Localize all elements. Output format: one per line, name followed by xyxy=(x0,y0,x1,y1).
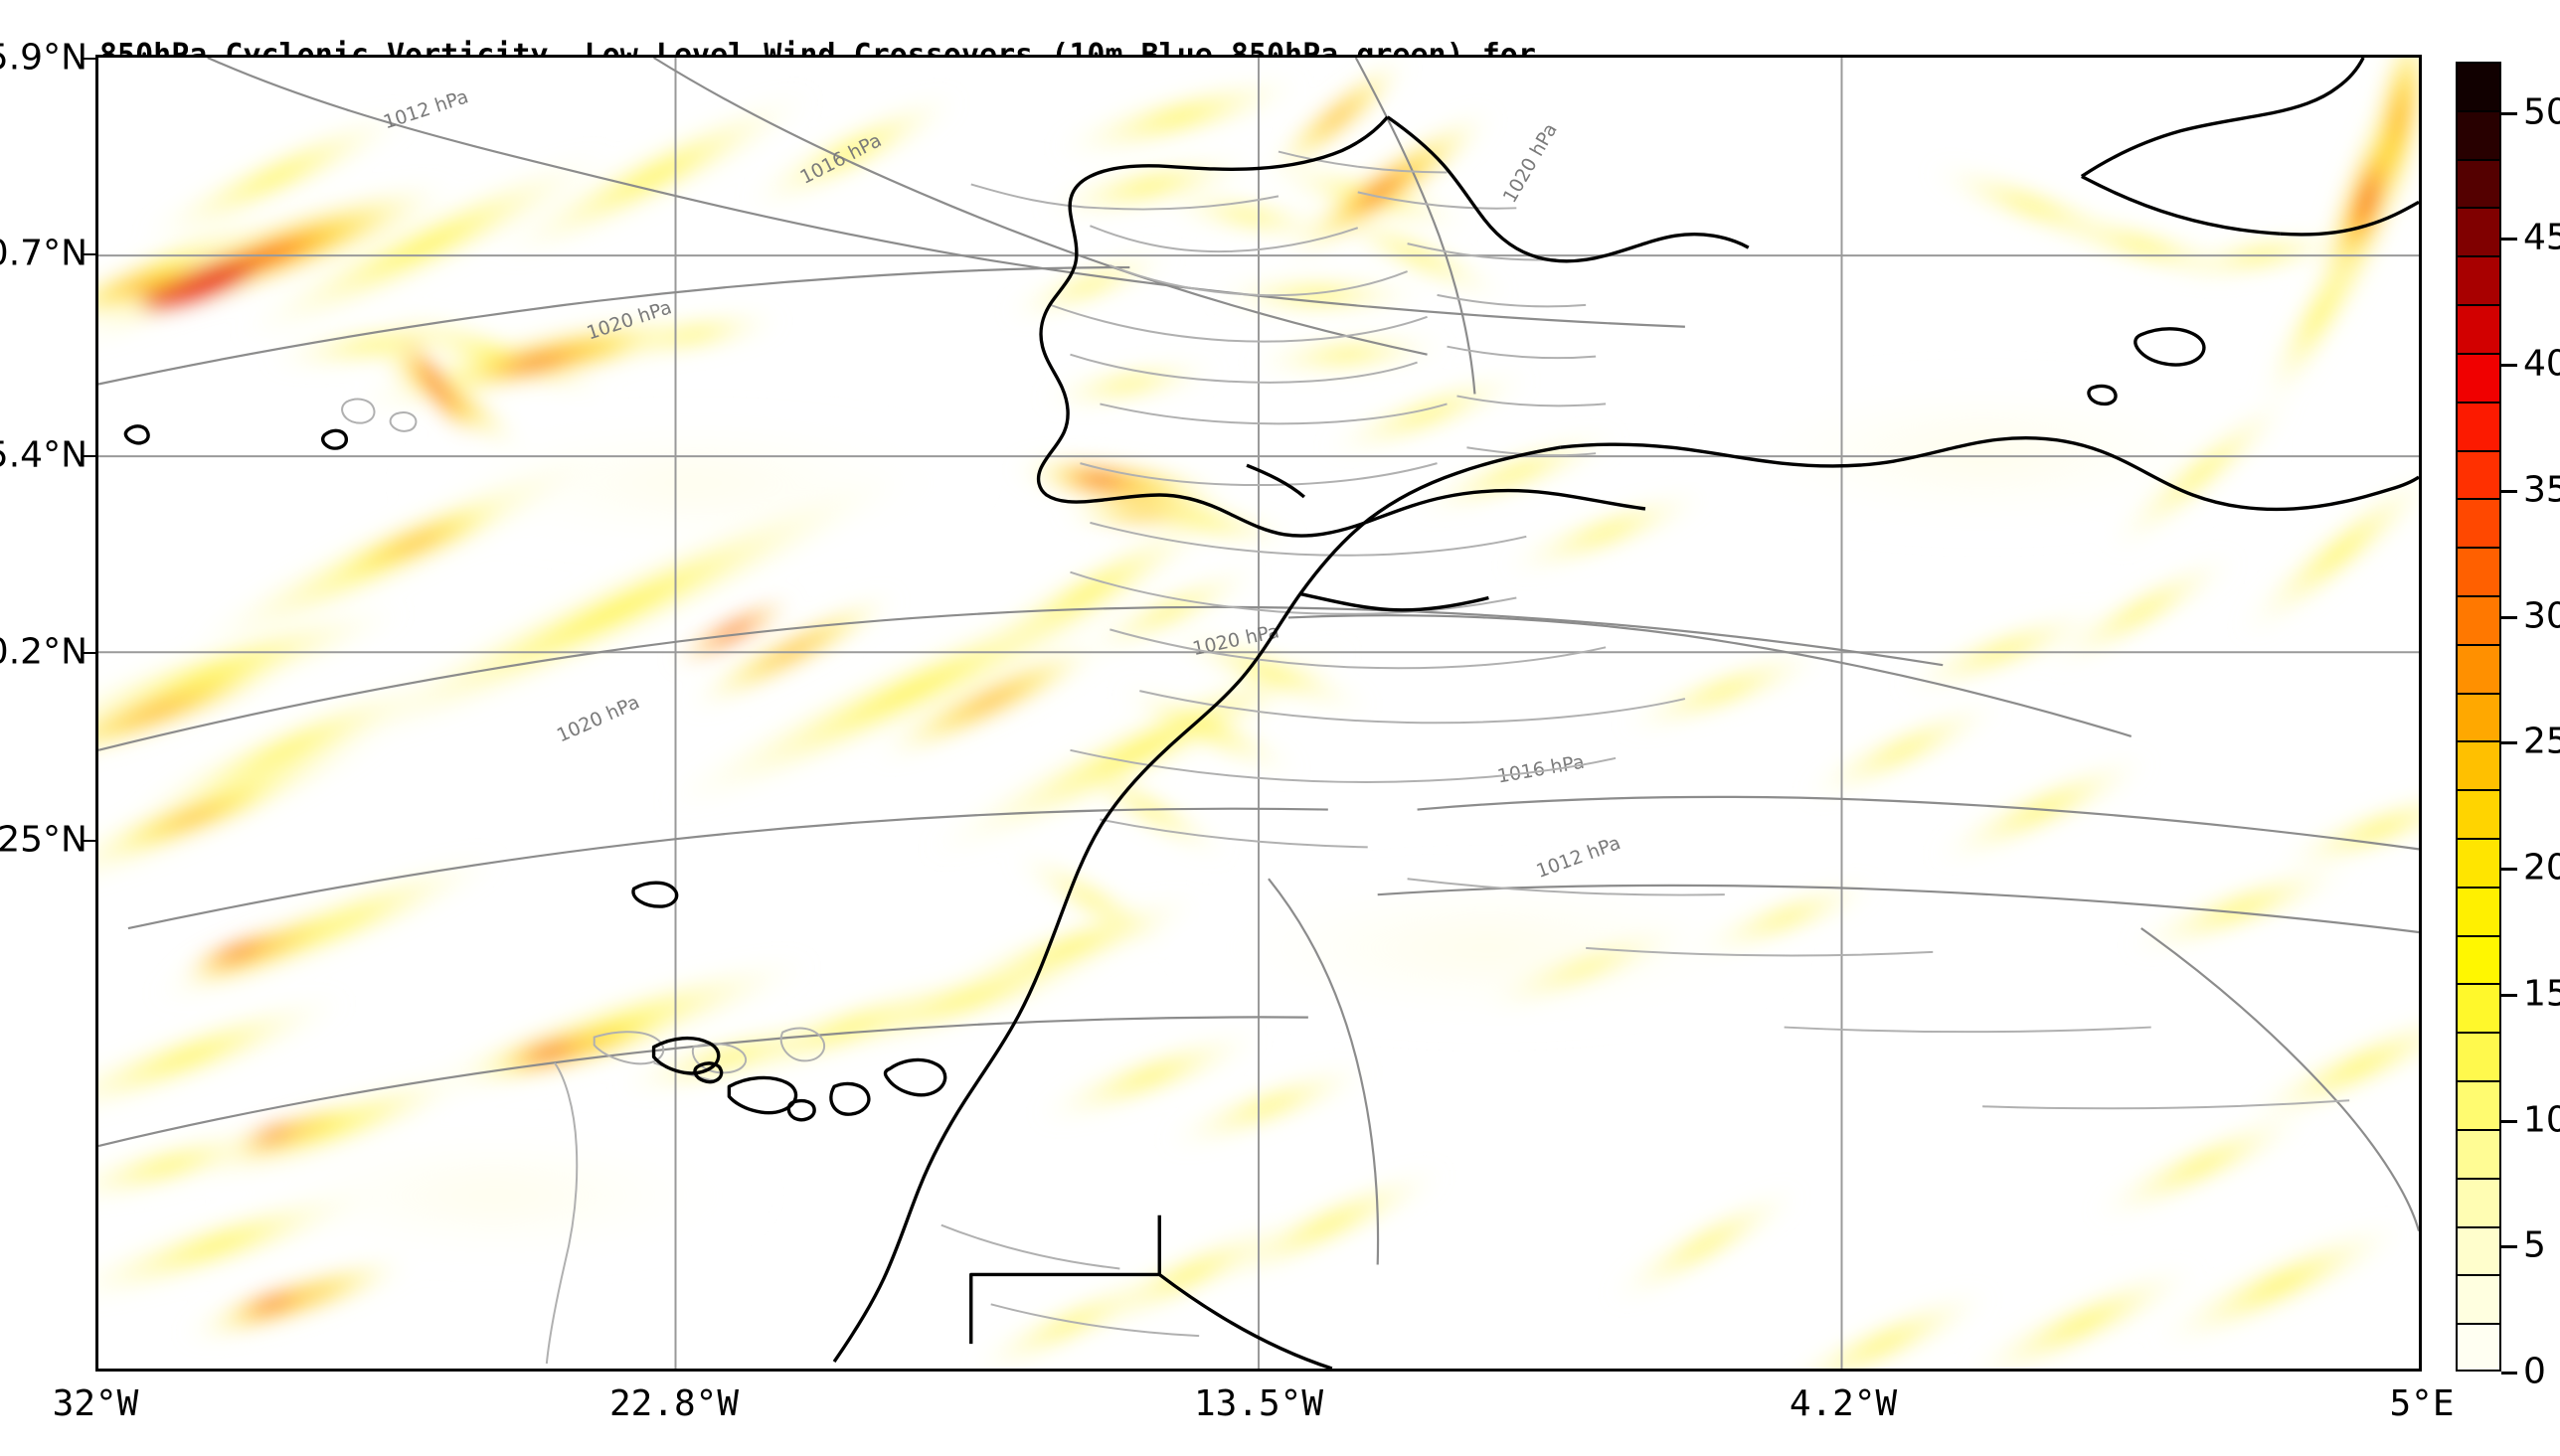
colorbar-band-divider xyxy=(2456,935,2501,937)
colorbar-band-divider xyxy=(2456,789,2501,791)
colorbar-band-divider xyxy=(2456,207,2501,209)
colorbar-band-divider xyxy=(2456,547,2501,549)
colorbar-band-divider xyxy=(2456,1274,2501,1276)
colorbar-tick-label: 40 xyxy=(2523,344,2560,385)
colorbar-tick-mark xyxy=(2501,490,2517,493)
colorbar-band-divider xyxy=(2456,595,2501,597)
colorbar-tick-mark xyxy=(2501,994,2517,997)
isobar-label: 1020 hPa xyxy=(554,691,643,746)
colorbar-band-divider xyxy=(2456,740,2501,742)
isobar-label: 1020 hPa xyxy=(1499,119,1562,206)
y-tick-label: 25°N xyxy=(0,820,87,861)
colorbar-band-divider xyxy=(2456,402,2501,404)
colorbar-tick-label: 30 xyxy=(2523,595,2560,636)
colorbar-band-divider xyxy=(2456,1323,2501,1325)
y-tick-label: 40.7°N xyxy=(0,234,87,274)
map-vector-layer: 1012 hPa1016 hPa1020 hPa1020 hPa1020 hPa… xyxy=(98,58,2419,1369)
y-tick-mark xyxy=(82,455,95,457)
x-tick-label: 5°E xyxy=(2389,1383,2454,1424)
isobar-label: 1012 hPa xyxy=(381,85,471,133)
y-tick-label: 30.2°N xyxy=(0,632,87,673)
colorbar-band-divider xyxy=(2456,838,2501,840)
colorbar-band-divider xyxy=(2456,887,2501,889)
colorbar-band-divider xyxy=(2456,159,2501,161)
y-tick-mark xyxy=(82,58,95,60)
x-tick-label: 4.2°W xyxy=(1790,1383,1897,1424)
colorbar-tick-label: 35 xyxy=(2523,469,2560,510)
x-tick-label: 32°W xyxy=(53,1383,139,1424)
header-line-1: 850hPa Cyclonic Vorticity, Low Level Win… xyxy=(0,3,2560,33)
y-tick-mark xyxy=(82,840,95,842)
colorbar-band-divider xyxy=(2456,498,2501,500)
colorbar-tick-label: 15 xyxy=(2523,973,2560,1014)
colorbar-band-divider xyxy=(2456,1178,2501,1180)
colorbar-tick-mark xyxy=(2501,1245,2517,1248)
colorbar-band-divider xyxy=(2456,1080,2501,1082)
colorbar-tick-label: 0 xyxy=(2523,1352,2546,1392)
colorbar-tick-mark xyxy=(2501,238,2517,241)
colorbar-tick-mark xyxy=(2501,741,2517,744)
isobar-label: 1012 hPa xyxy=(1533,832,1623,883)
y-tick-label: 45.9°N xyxy=(0,38,87,79)
colorbar-tick-mark xyxy=(2501,364,2517,367)
y-tick-mark xyxy=(82,652,95,654)
colorbar-band-divider xyxy=(2456,983,2501,985)
colorbar-tick-mark xyxy=(2501,868,2517,871)
isobar-label: 1016 hPa xyxy=(1495,751,1586,788)
colorbar-tick-label: 25 xyxy=(2523,722,2560,762)
colorbar-tick-mark xyxy=(2501,1120,2517,1123)
colorbar-tick-mark xyxy=(2501,616,2517,619)
colorbar-separators xyxy=(2456,62,2501,1372)
colorbar-tick-label: 50 xyxy=(2523,91,2560,132)
colorbar-tick-label: 10 xyxy=(2523,1099,2560,1140)
colorbar-band-divider xyxy=(2456,304,2501,306)
map-canvas: 1012 hPa1016 hPa1020 hPa1020 hPa1020 hPa… xyxy=(98,58,2419,1369)
colorbar-tick-label: 45 xyxy=(2523,218,2560,258)
y-tick-label: 35.4°N xyxy=(0,435,87,476)
colorbar-band-divider xyxy=(2456,255,2501,257)
colorbar-tick-label: 5 xyxy=(2523,1225,2546,1266)
colorbar-band-divider xyxy=(2456,110,2501,112)
colorbar-tick-mark xyxy=(2501,1372,2517,1375)
colorbar-tick-label: 20 xyxy=(2523,848,2560,889)
colorbar-band-divider xyxy=(2456,1129,2501,1131)
x-tick-label: 13.5°W xyxy=(1194,1383,1323,1424)
chart-header: 850hPa Cyclonic Vorticity, Low Level Win… xyxy=(0,0,2560,60)
colorbar-band-divider xyxy=(2456,1032,2501,1034)
colorbar-band-divider xyxy=(2456,1226,2501,1228)
colorbar-band-divider xyxy=(2456,450,2501,452)
colorbar-band-divider xyxy=(2456,353,2501,355)
colorbar-band-divider xyxy=(2456,693,2501,695)
colorbar-band-divider xyxy=(2456,644,2501,646)
y-tick-mark xyxy=(82,253,95,255)
x-tick-label: 22.8°W xyxy=(609,1383,739,1424)
colorbar-tick-mark xyxy=(2501,112,2517,115)
map-plot-area[interactable]: 1012 hPa1016 hPa1020 hPa1020 hPa1020 hPa… xyxy=(95,55,2422,1372)
